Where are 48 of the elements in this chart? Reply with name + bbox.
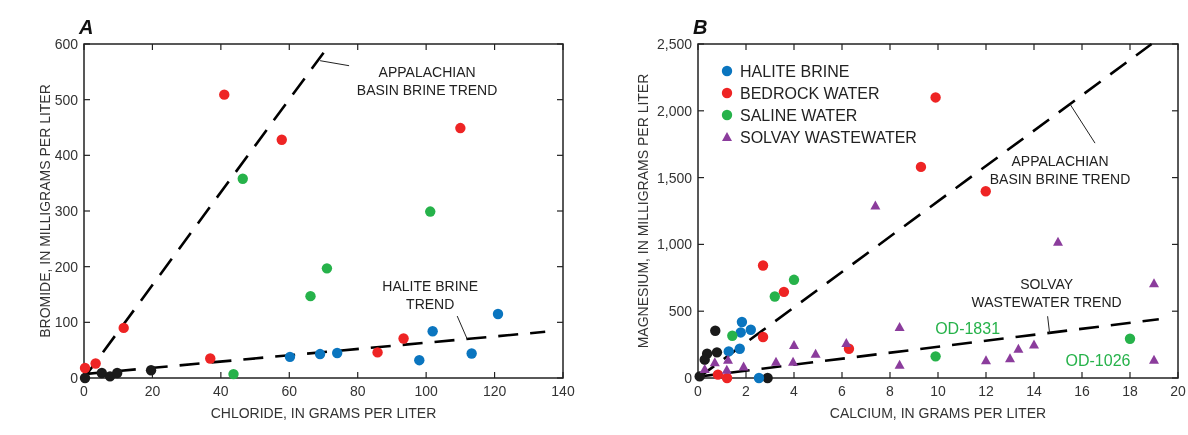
- x-tick-label: 100: [414, 383, 439, 399]
- y-tick-label: 200: [54, 258, 79, 275]
- y-tick-label: 1,000: [656, 236, 693, 253]
- x-tick-label: 0: [694, 383, 703, 399]
- y-tick-label: 2,500: [656, 36, 693, 52]
- y-axis-title: MAGNESIUM, IN MILLIGRAMS PER LITER: [635, 73, 651, 349]
- y-tick-label: 1,500: [656, 169, 693, 186]
- legend-label: BEDROCK WATER: [740, 85, 880, 102]
- x-tick-label: 8: [886, 383, 895, 399]
- annotation: APPALACHIAN BASIN BRINE TREND: [989, 153, 1131, 188]
- legend-label: SOLVAY WASTEWATER: [740, 129, 917, 146]
- y-tick-label: 500: [668, 303, 693, 320]
- y-tick-label: 100: [54, 314, 79, 331]
- x-tick-label: 16: [1074, 383, 1090, 399]
- annotation: HALITE BRINE TREND: [382, 278, 479, 313]
- annotation: OD-1831: [935, 320, 1001, 338]
- x-tick-label: 10: [930, 383, 946, 399]
- y-tick-label: 0: [70, 370, 79, 386]
- x-tick-label: 14: [1026, 383, 1042, 399]
- x-tick-label: 120: [482, 383, 507, 399]
- x-tick-label: 18: [1122, 383, 1138, 399]
- x-tick-label: 80: [349, 383, 366, 399]
- x-tick-label: 40: [213, 383, 229, 399]
- x-tick-label: 140: [551, 383, 575, 399]
- y-tick-label: 0: [684, 370, 693, 386]
- y-tick-label: 500: [54, 91, 79, 108]
- x-tick-label: 12: [978, 383, 994, 399]
- x-tick-label: 0: [80, 383, 89, 399]
- y-tick-label: 600: [54, 36, 79, 52]
- y-tick-label: 300: [54, 203, 79, 219]
- x-tick-label: 20: [144, 383, 161, 399]
- x-axis-title: CHLORIDE, IN GRAMS PER LITER: [210, 405, 437, 421]
- y-axis-title: BROMIDE, IN MILLIGRAMS PER LITER: [37, 84, 53, 338]
- x-tick-label: 60: [281, 383, 298, 399]
- annotation: APPALACHIAN BASIN BRINE TREND: [356, 63, 498, 98]
- annotation: OD-1026: [1065, 351, 1131, 369]
- legend-label: SALINE WATER: [740, 107, 858, 124]
- y-tick-label: 2,000: [656, 102, 693, 119]
- x-tick-label: 2: [742, 383, 751, 399]
- x-axis-title: CALCIUM, IN GRAMS PER LITER: [829, 405, 1047, 421]
- chart-title: B: [693, 16, 708, 38]
- x-tick-label: 6: [838, 383, 847, 399]
- y-tick-label: 400: [54, 147, 79, 164]
- chart-title: A: [78, 16, 94, 38]
- x-tick-label: 20: [1170, 383, 1186, 399]
- x-tick-label: 4: [790, 383, 799, 399]
- annotation: SOLVAY WASTEWATER TREND: [971, 276, 1122, 311]
- legend-label: HALITE BRINE: [740, 63, 850, 80]
